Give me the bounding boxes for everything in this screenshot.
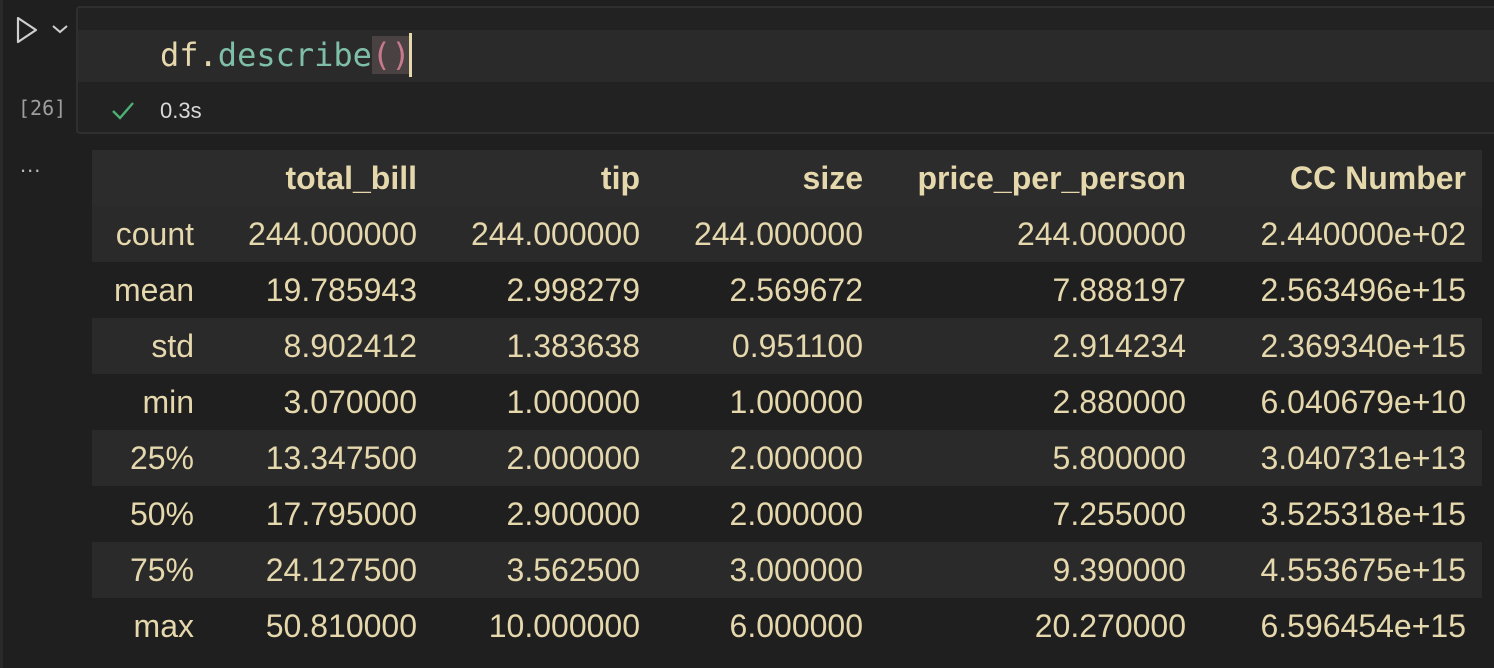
table-cell: 2.369340e+15 [1260,327,1466,364]
table-row: std 8.902412 1.383638 0.951100 2.914234 … [92,318,1482,374]
table-row: 50% 17.795000 2.900000 2.000000 7.255000… [92,486,1482,542]
row-label: 50% [129,495,194,532]
code-dot: . [198,36,218,74]
code-line[interactable]: df.describe() [160,33,413,77]
table-cell: 3.562500 [506,551,640,588]
table-row: mean 19.785943 2.998279 2.569672 7.88819… [92,262,1482,318]
table-cell: 9.390000 [1052,551,1186,588]
table-cell: 2.569672 [729,271,863,308]
current-line-highlight [78,30,1494,82]
execution-time: 0.3s [160,98,202,123]
row-label: std [151,327,194,364]
code-function: describe [217,36,372,74]
table-cell: 4.553675e+15 [1260,551,1466,588]
code-close-paren: ) [391,36,411,74]
table-header-row: total_bill tip size price_per_person CC … [92,150,1482,206]
code-variable: df [160,36,199,74]
table-cell: 244.000000 [1016,215,1186,252]
column-header: total_bill [210,150,433,206]
table-cell: 0.951100 [731,327,863,364]
column-header: tip [433,150,656,206]
table-cell: 50.810000 [265,607,417,644]
run-options-dropdown[interactable] [48,18,72,40]
row-label: count [115,215,194,252]
table-row: min 3.070000 1.000000 1.000000 2.880000 … [92,374,1482,430]
table-cell: 8.902412 [283,327,417,364]
row-label: max [133,607,194,644]
table-cell: 20.270000 [1034,607,1186,644]
table-cell: 3.000000 [729,551,863,588]
run-cell-button[interactable] [12,14,42,46]
table-cell: 1.000000 [729,383,863,420]
table-cell: 24.127500 [265,551,417,588]
chevron-down-icon [52,25,68,34]
table-cell: 19.785943 [265,271,417,308]
table-cell: 3.040731e+13 [1260,439,1466,476]
table-cell: 6.596454e+15 [1260,607,1466,644]
table-cell: 244.000000 [693,215,863,252]
table-cell: 2.563496e+15 [1260,271,1466,308]
table-cell: 2.880000 [1052,383,1186,420]
table-cell: 2.998279 [506,271,640,308]
check-icon [110,98,136,124]
code-open-paren: ( [371,36,392,74]
row-label: 25% [129,439,194,476]
execution-count: [26] [18,96,67,120]
table-row: count 244.000000 244.000000 244.000000 2… [92,206,1482,262]
table-cell: 6.000000 [729,607,863,644]
table-row: 75% 24.127500 3.562500 3.000000 9.390000… [92,542,1482,598]
table-row: max 50.810000 10.000000 6.000000 20.2700… [92,598,1482,654]
column-header: size [656,150,879,206]
describe-output-table: total_bill tip size price_per_person CC … [92,150,1482,654]
table-cell: 5.800000 [1052,439,1186,476]
table-cell: 13.347500 [265,439,417,476]
table-row: 25% 13.347500 2.000000 2.000000 5.800000… [92,430,1482,486]
column-header: price_per_person [879,150,1202,206]
index-header [92,150,210,206]
table-cell: 7.255000 [1052,495,1186,532]
table-cell: 2.914234 [1052,327,1186,364]
row-label: min [142,383,194,420]
play-icon [16,16,38,44]
table-cell: 3.525318e+15 [1260,495,1466,532]
column-header: CC Number [1202,150,1482,206]
table-cell: 244.000000 [470,215,640,252]
table-cell: 2.900000 [506,495,640,532]
row-label: 75% [129,551,194,588]
output-actions-button[interactable]: ... [20,152,42,177]
table-cell: 244.000000 [247,215,417,252]
text-cursor [409,33,413,77]
table-cell: 1.383638 [506,327,640,364]
table-cell: 2.440000e+02 [1260,215,1466,252]
table-cell: 2.000000 [729,439,863,476]
row-label: mean [113,271,194,308]
table-cell: 17.795000 [265,495,417,532]
table-cell: 7.888197 [1052,271,1186,308]
cell-gutter [0,0,3,668]
table-cell: 2.000000 [729,495,863,532]
table-cell: 3.070000 [283,383,417,420]
table-cell: 10.000000 [488,607,640,644]
table-cell: 2.000000 [506,439,640,476]
table-cell: 1.000000 [506,383,640,420]
table-cell: 6.040679e+10 [1260,383,1466,420]
